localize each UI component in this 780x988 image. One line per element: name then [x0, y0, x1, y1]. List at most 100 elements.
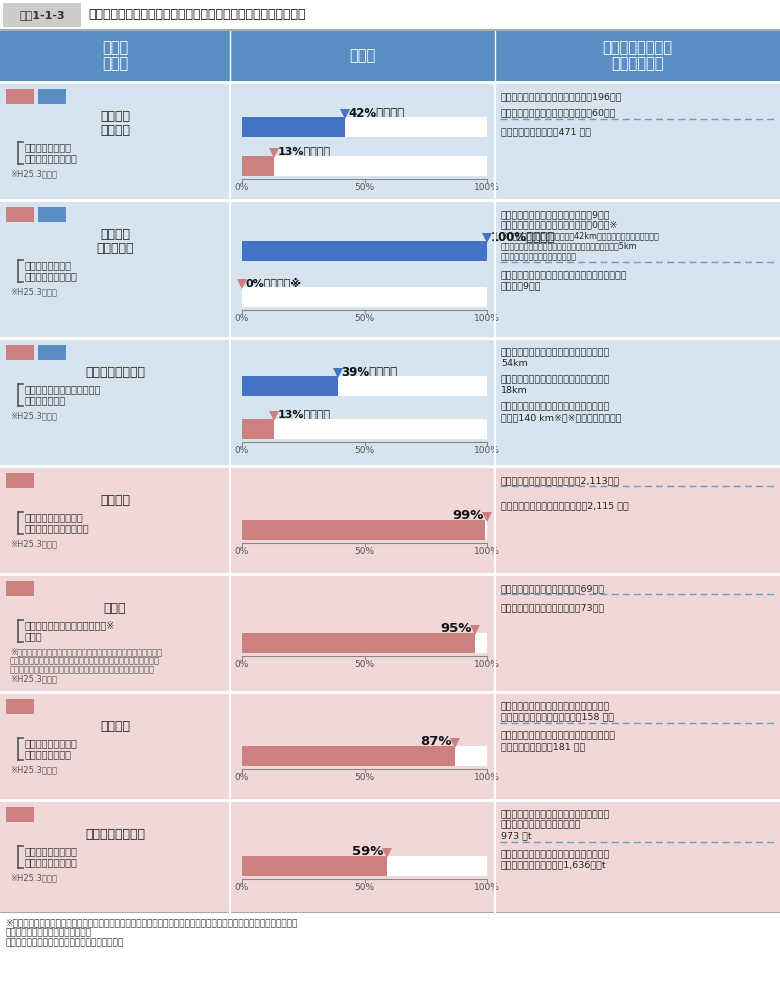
Bar	[242, 856, 387, 876]
Text: 50%: 50%	[354, 184, 374, 193]
Text: 0%（完了）※: 0%（完了）※	[246, 277, 302, 288]
Text: 完了: 完了	[15, 210, 26, 219]
Text: 河川対策: 河川対策	[100, 494, 130, 507]
Text: 973 万t: 973 万t	[501, 831, 532, 840]
Text: 着工: 着工	[47, 348, 58, 357]
Bar	[495, 82, 780, 200]
Text: 本格復旧が完了した: 本格復旧が完了した	[25, 738, 78, 748]
Text: 本復旧工事が完了した地区海岸数　0地区※: 本復旧工事が完了した地区海岸数 0地区※	[501, 220, 619, 229]
Bar	[6, 345, 34, 360]
Text: 着工: 着工	[47, 210, 58, 219]
Text: 災害査定を実施した処理場数　73箇所: 災害査定を実施した処理場数 73箇所	[501, 603, 605, 612]
Text: 完了: 完了	[15, 810, 26, 819]
Bar	[495, 200, 780, 338]
Bar	[6, 699, 34, 714]
Bar	[38, 207, 66, 222]
Text: 本復旧工事が完了した地区海岸数　60地区: 本復旧工事が完了した地区海岸数 60地区	[501, 109, 616, 118]
Text: については、施工を完了している。: については、施工を完了している。	[501, 252, 577, 261]
Text: 災害廃棄物の処理・: 災害廃棄物の処理・	[25, 846, 78, 856]
Text: 進捗率: 進捗率	[349, 48, 376, 63]
Text: 海岸防災林の復旧事業の工事着手延長距離: 海岸防災林の復旧事業の工事着手延長距離	[501, 348, 610, 357]
Text: ける災害廃棄物推計量　1,636　万t: ける災害廃棄物推計量 1,636 万t	[501, 861, 607, 869]
Text: 本復旧工事に着工: 本復旧工事に着工	[25, 142, 72, 152]
Text: 100%: 100%	[474, 660, 500, 669]
Text: は，着工による把握としている。: は，着工による把握としている。	[5, 928, 91, 937]
Bar	[242, 156, 274, 176]
Text: がすべて完了した水道事業数　158 事業: がすべて完了した水道事業数 158 事業	[501, 712, 614, 721]
Text: ※H25.3末時点: ※H25.3末時点	[10, 674, 57, 683]
Text: 87%: 87%	[420, 735, 452, 748]
Bar	[0, 800, 230, 912]
Text: 本復旧工事に着工した地区海岸数　9地区: 本復旧工事に着工した地区海岸数 9地区	[501, 210, 611, 219]
Bar	[3, 3, 81, 27]
Text: 0%: 0%	[235, 547, 249, 556]
Text: ※H25.3末時点: ※H25.3末時点	[10, 873, 57, 882]
Text: 0%: 0%	[235, 883, 249, 892]
Text: ※H25.3末時点: ※H25.3末時点	[10, 539, 57, 548]
Text: した地区海岸の割合: した地区海岸の割合	[25, 271, 78, 281]
Text: 図表1-1-3: 図表1-1-3	[20, 10, 65, 20]
Text: ※H25.3末時点: ※H25.3末時点	[10, 169, 57, 178]
Text: 100%: 100%	[474, 314, 500, 323]
Text: 着工: 着工	[47, 92, 58, 101]
Bar	[6, 207, 34, 222]
Text: 50%: 50%	[354, 547, 374, 556]
Text: 18km: 18km	[501, 385, 528, 395]
Text: 岸防災林の割合: 岸防災林の割合	[25, 395, 66, 405]
Text: 59%: 59%	[353, 845, 384, 858]
Text: 被災地域の安全を確保するための各種インフラの復旧・復興状況: 被災地域の安全を確保するための各種インフラの復旧・復興状況	[88, 9, 306, 22]
Text: 海岸防災林の被災延長距離（青森県〜千葉: 海岸防災林の被災延長距離（青森県〜千葉	[501, 402, 610, 412]
Text: 100%: 100%	[474, 547, 500, 556]
Text: 下水道: 下水道	[104, 602, 126, 615]
Bar	[0, 466, 230, 574]
Text: 100%: 100%	[474, 773, 500, 782]
Bar	[242, 746, 456, 766]
Text: 0%: 0%	[235, 314, 249, 323]
Text: （国施工）: （国施工）	[96, 242, 133, 255]
Text: 水道事業数の割合: 水道事業数の割合	[25, 749, 72, 759]
Text: の割合: の割合	[25, 631, 43, 641]
Bar	[0, 338, 230, 466]
Text: ※H25.3末時点: ※H25.3末時点	[10, 765, 57, 774]
Text: 本格復旧事業のための災害査定の対象工事: 本格復旧事業のための災害査定の対象工事	[501, 702, 610, 711]
Text: 指標名: 指標名	[102, 56, 128, 71]
Text: 50%: 50%	[354, 883, 374, 892]
Text: ける災害廃棄物処理・処分量計: ける災害廃棄物処理・処分量計	[501, 820, 582, 830]
Text: 100%: 100%	[474, 883, 500, 892]
Text: 完了: 完了	[15, 584, 26, 593]
Text: 水道施設: 水道施設	[100, 720, 130, 733]
Text: 100%: 100%	[474, 446, 500, 454]
Bar	[242, 419, 274, 439]
Bar	[242, 419, 487, 439]
Bar	[230, 200, 495, 338]
Bar	[242, 241, 487, 262]
Bar	[0, 200, 230, 338]
Text: 本復旧工事が完了した箇所数　2,113箇所: 本復旧工事が完了した箇所数 2,113箇所	[501, 476, 620, 485]
Text: ※原則としては本復旧等の完了による進捗状況の把握としているが，着工から完了まで一定の時間を要する事業に就いて: ※原則としては本復旧等の完了による進捗状況の把握としているが，着工から完了まで一…	[5, 918, 297, 927]
Text: 54km: 54km	[501, 359, 528, 368]
Bar	[242, 118, 487, 137]
Text: 13%（完了）: 13%（完了）	[278, 146, 331, 156]
Bar	[38, 89, 66, 104]
Text: 処分が完了した割合: 処分が完了した割合	[25, 857, 78, 867]
Bar	[242, 118, 345, 137]
Text: 含む〉　9地区: 含む〉 9地区	[501, 282, 541, 290]
Bar	[230, 338, 495, 466]
Bar	[0, 574, 230, 692]
Text: 海岸防災林の再生: 海岸防災林の再生	[85, 366, 145, 379]
Bar	[230, 466, 495, 574]
Text: 本復旧工事に着工した地区海岸数　196地区: 本復旧工事に着工した地区海岸数 196地区	[501, 92, 622, 101]
Bar	[495, 574, 780, 692]
Text: 0%: 0%	[235, 184, 249, 193]
Text: 39%（着手）: 39%（着手）	[342, 367, 398, 379]
Text: 通常処理に移行した処理場数　69箇所: 通常処理に移行した処理場数 69箇所	[501, 584, 605, 593]
Bar	[495, 466, 780, 574]
Bar	[242, 156, 487, 176]
Text: 本復旧工事が完了した: 本復旧工事が完了した	[25, 512, 83, 522]
Bar	[230, 30, 495, 82]
Bar	[6, 807, 34, 822]
Text: 完了: 完了	[15, 348, 26, 357]
Text: まで処理が実施可能となった処理場である。これらの中には、一部: まで処理が実施可能となった処理場である。これらの中には、一部	[10, 656, 160, 665]
Bar	[230, 692, 495, 800]
Bar	[0, 692, 230, 800]
